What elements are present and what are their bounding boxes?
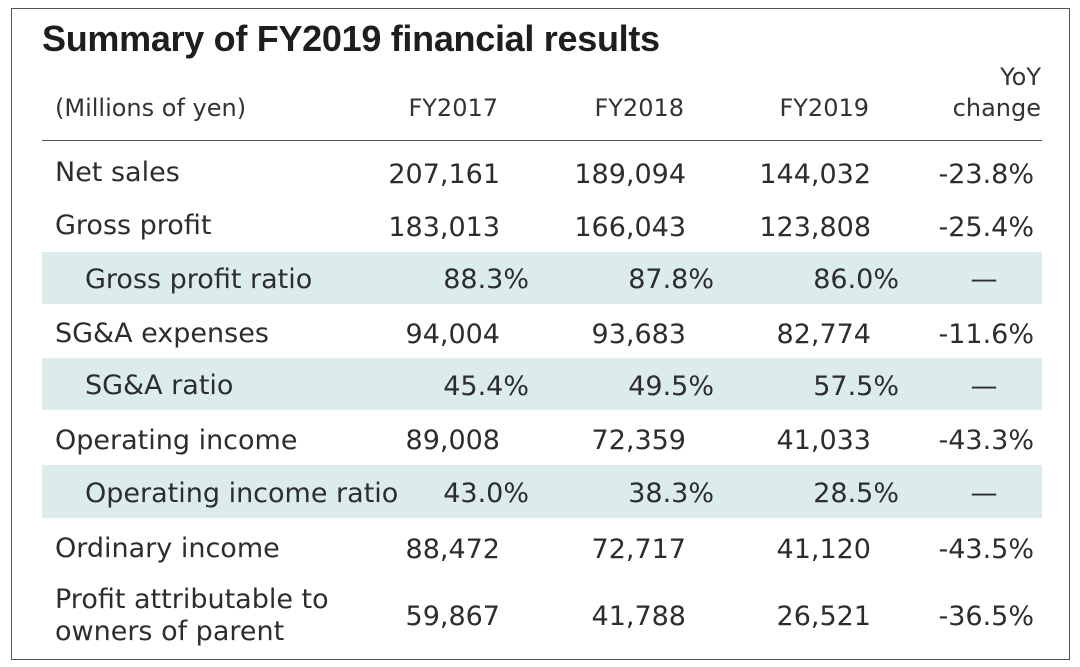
row-label-line2: owners of parent bbox=[55, 616, 285, 647]
cell-fy2019: 57.5% bbox=[813, 371, 899, 402]
cell-fy2017: 89,008 bbox=[405, 425, 500, 456]
cell-fy2018: 87.8% bbox=[628, 264, 714, 295]
table-row: SG&A ratio 45.4% 49.5% 57.5% — bbox=[42, 358, 1042, 410]
row-label: Operating income ratio bbox=[85, 478, 399, 509]
cell-fy2018: 189,094 bbox=[574, 159, 686, 190]
cell-fy2017: 207,161 bbox=[388, 159, 500, 190]
cell-fy2017: 183,013 bbox=[388, 212, 500, 243]
column-header-yoy: YoY change bbox=[953, 62, 1041, 124]
cell-fy2017: 94,004 bbox=[405, 319, 500, 350]
cell-fy2019: 28.5% bbox=[813, 478, 899, 509]
cell-fy2019: 144,032 bbox=[759, 159, 871, 190]
cell-fy2019: 41,120 bbox=[776, 534, 871, 565]
row-label: Gross profit bbox=[55, 210, 212, 241]
cell-fy2019: 123,808 bbox=[759, 212, 871, 243]
cell-fy2018: 49.5% bbox=[628, 371, 714, 402]
unit-label: (Millions of yen) bbox=[55, 94, 247, 122]
column-header-fy2018: FY2018 bbox=[594, 94, 684, 122]
cell-yoy: -11.6% bbox=[938, 319, 1034, 350]
table-row: Gross profit 183,013 166,043 123,808 -25… bbox=[42, 200, 1042, 252]
column-header-fy2019: FY2019 bbox=[779, 94, 869, 122]
cell-fy2018: 93,683 bbox=[591, 319, 686, 350]
row-label: Gross profit ratio bbox=[85, 264, 313, 295]
cell-yoy: -36.5% bbox=[938, 601, 1034, 632]
cell-fy2017: 88,472 bbox=[405, 534, 500, 565]
cell-yoy: — bbox=[970, 371, 998, 402]
cell-yoy: -25.4% bbox=[938, 212, 1034, 243]
row-label: Net sales bbox=[55, 157, 180, 188]
cell-fy2019: 82,774 bbox=[776, 319, 871, 350]
yoy-header-line1: YoY bbox=[1000, 63, 1041, 91]
table-row: Gross profit ratio 88.3% 87.8% 86.0% — bbox=[42, 252, 1042, 304]
table-row: Ordinary income 88,472 72,717 41,120 -43… bbox=[42, 518, 1042, 574]
header-divider bbox=[42, 140, 1042, 141]
table-row: Profit attributable to owners of parent … bbox=[42, 574, 1042, 654]
yoy-header-line2: change bbox=[952, 94, 1041, 122]
table-frame bbox=[11, 8, 1070, 660]
table-row: Operating income ratio 43.0% 38.3% 28.5%… bbox=[42, 465, 1042, 518]
cell-fy2018: 38.3% bbox=[628, 478, 714, 509]
cell-fy2018: 72,717 bbox=[591, 534, 686, 565]
table-row: Net sales 207,161 189,094 144,032 -23.8% bbox=[42, 146, 1042, 200]
page-title: Summary of FY2019 financial results bbox=[42, 18, 660, 59]
row-label-line1: Profit attributable to bbox=[55, 584, 329, 615]
cell-fy2018: 166,043 bbox=[574, 212, 686, 243]
cell-yoy: -43.5% bbox=[938, 534, 1034, 565]
cell-fy2017: 43.0% bbox=[443, 478, 529, 509]
cell-fy2018: 72,359 bbox=[591, 425, 686, 456]
cell-fy2018: 41,788 bbox=[591, 601, 686, 632]
cell-yoy: -23.8% bbox=[938, 159, 1034, 190]
table-row: Operating income 89,008 72,359 41,033 -4… bbox=[42, 410, 1042, 465]
cell-fy2019: 26,521 bbox=[776, 601, 871, 632]
row-label: Ordinary income bbox=[55, 533, 280, 564]
cell-yoy: — bbox=[970, 478, 998, 509]
cell-fy2019: 86.0% bbox=[813, 264, 899, 295]
row-label: SG&A expenses bbox=[55, 318, 269, 349]
table-row: SG&A expenses 94,004 93,683 82,774 -11.6… bbox=[42, 304, 1042, 358]
row-label: Operating income bbox=[55, 425, 298, 456]
cell-yoy: -43.3% bbox=[938, 425, 1034, 456]
cell-fy2017: 59,867 bbox=[405, 601, 500, 632]
cell-fy2017: 88.3% bbox=[443, 264, 529, 295]
cell-fy2019: 41,033 bbox=[776, 425, 871, 456]
row-label: Profit attributable to owners of parent bbox=[55, 584, 385, 648]
cell-fy2017: 45.4% bbox=[443, 371, 529, 402]
row-label: SG&A ratio bbox=[85, 370, 234, 401]
cell-yoy: — bbox=[970, 264, 998, 295]
column-header-fy2017: FY2017 bbox=[408, 94, 498, 122]
